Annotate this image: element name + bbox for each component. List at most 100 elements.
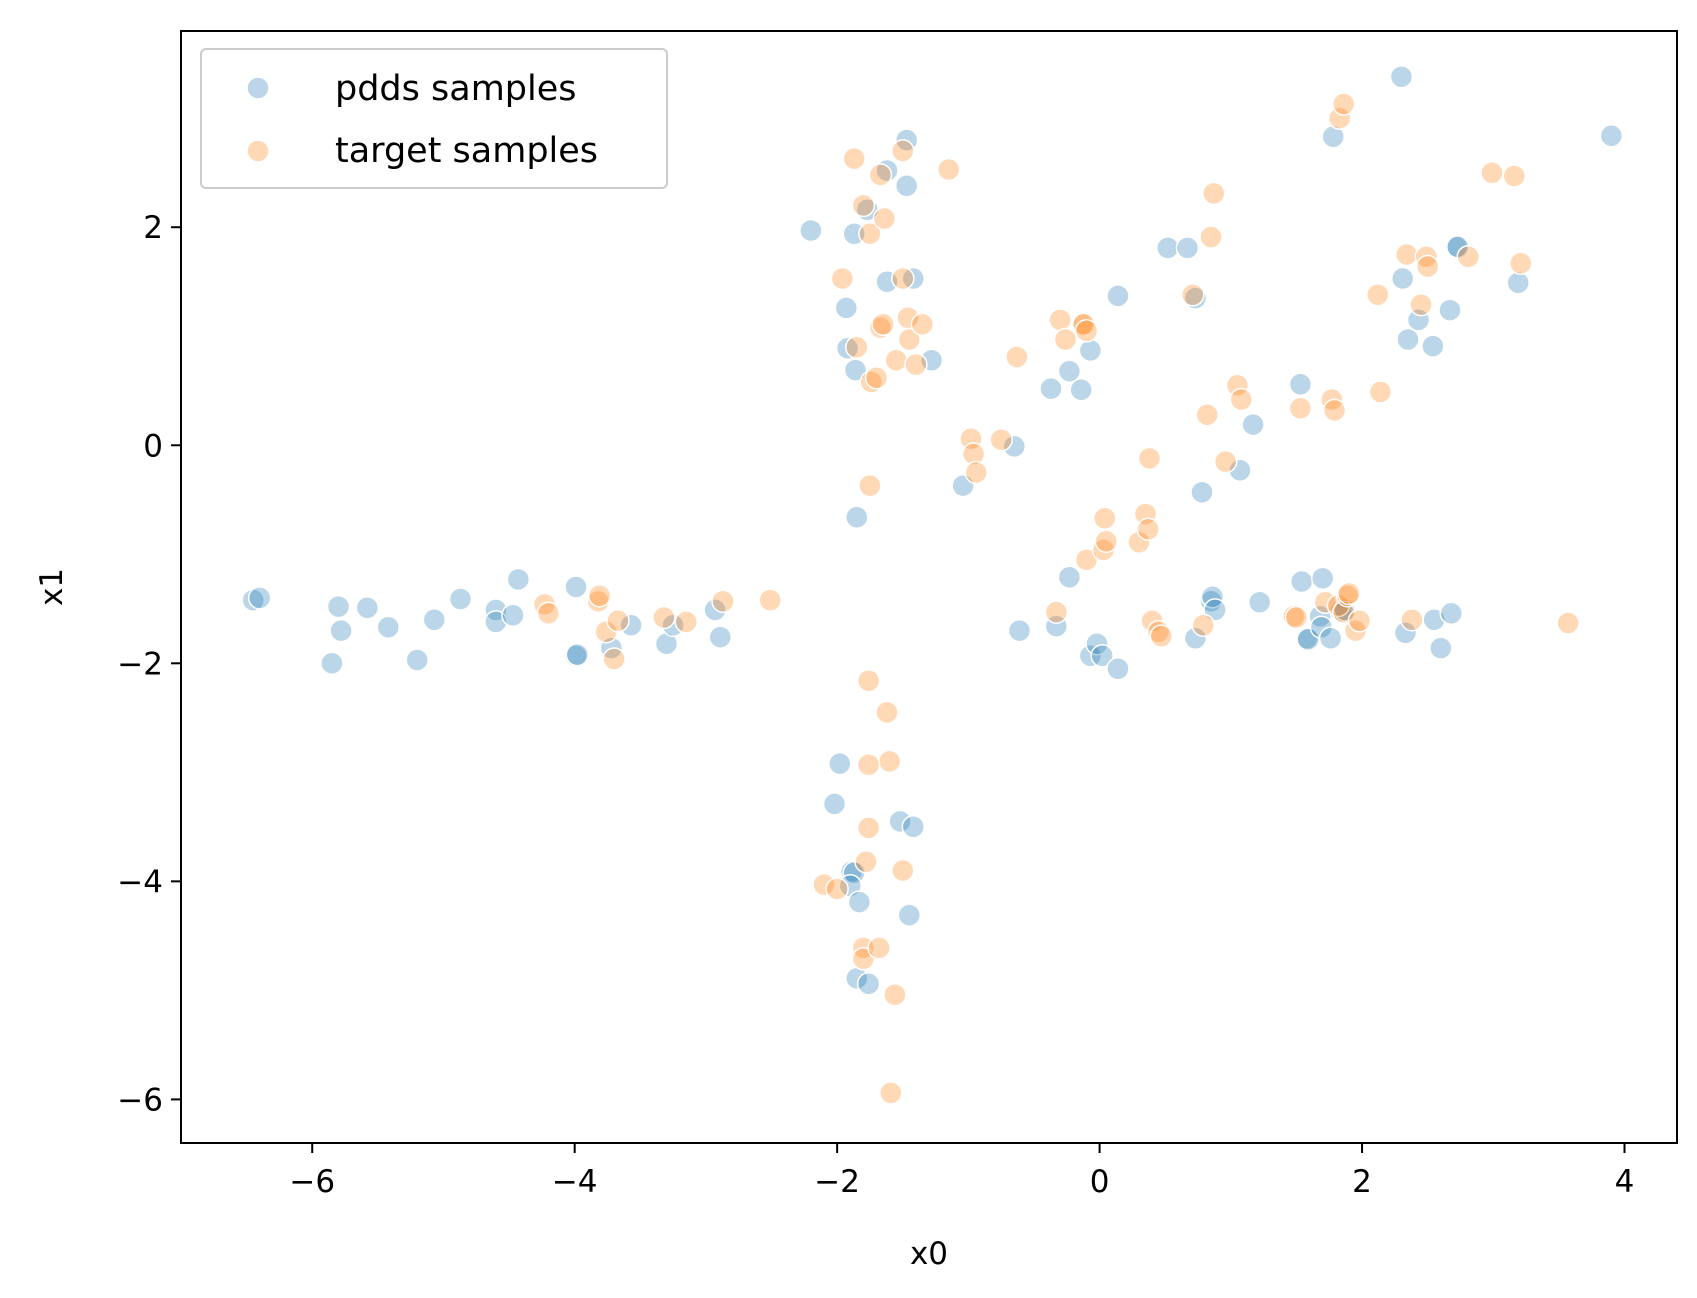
x-tick-label: −6 [289, 1164, 335, 1200]
data-point [1106, 284, 1130, 308]
plot-area [181, 31, 1677, 1143]
data-point [847, 890, 872, 914]
data-point [1156, 236, 1180, 260]
data-point [1284, 605, 1309, 630]
data-point [897, 327, 922, 352]
data-point [1506, 271, 1530, 295]
series-1 [532, 92, 1580, 1105]
data-point [506, 567, 531, 592]
data-point [1389, 65, 1414, 89]
data-point [901, 815, 926, 839]
data-point [674, 610, 698, 634]
data-point [355, 595, 380, 620]
data-point [1002, 434, 1027, 459]
data-point [1074, 319, 1099, 343]
data-point [1057, 359, 1082, 383]
data-point [989, 428, 1013, 452]
data-point [606, 609, 630, 633]
data-point [1289, 569, 1314, 594]
data-point [564, 643, 588, 668]
data-point [843, 358, 868, 382]
data-point [1456, 244, 1481, 269]
series-0 [241, 65, 1624, 996]
data-point [1133, 502, 1158, 526]
data-point [812, 872, 836, 897]
data-point [565, 642, 590, 667]
data-point [867, 936, 891, 960]
data-point [587, 583, 612, 608]
y-ticks: −6 −4 −2 0 2 [117, 210, 181, 1118]
data-point [910, 312, 935, 337]
data-point [891, 266, 915, 291]
data-point [1331, 92, 1356, 116]
data-point [1241, 412, 1265, 437]
data-point [1429, 636, 1453, 660]
y-tick-label: −6 [117, 1082, 163, 1118]
data-point [1106, 657, 1130, 681]
data-point [1183, 286, 1208, 310]
x-tick-label: −2 [814, 1164, 860, 1200]
data-point [877, 749, 902, 774]
data-point [1310, 566, 1335, 591]
x-axis-label: x0 [910, 1236, 948, 1272]
x-tick-label: 2 [1352, 1164, 1372, 1200]
data-point [1415, 254, 1440, 279]
x-tick-label: 4 [1615, 1164, 1635, 1200]
data-point [1327, 106, 1352, 130]
data-point [858, 222, 882, 246]
data-point [329, 618, 353, 643]
data-point [758, 588, 782, 612]
data-point [326, 594, 351, 619]
data-point [536, 601, 561, 625]
data-point [858, 473, 882, 498]
data-point [1502, 164, 1527, 188]
data-point [868, 315, 893, 340]
data-point [1394, 242, 1419, 267]
data-point [879, 1081, 903, 1105]
data-point [1039, 376, 1063, 401]
legend-marker-target [246, 139, 270, 163]
data-point [1094, 529, 1118, 553]
data-point [856, 669, 881, 693]
data-point [1048, 308, 1072, 332]
data-point [1556, 611, 1580, 635]
data-point [1213, 449, 1238, 474]
data-point [894, 174, 919, 198]
data-point [825, 877, 849, 901]
data-point [856, 816, 881, 840]
data-point [964, 460, 988, 485]
data-point [1085, 631, 1109, 656]
data-point [1225, 373, 1250, 398]
data-point [856, 752, 881, 777]
data-point [1136, 517, 1160, 541]
data-point [1078, 643, 1103, 668]
data-point [1127, 530, 1151, 555]
data-point [864, 365, 889, 390]
data-point [1044, 614, 1069, 638]
data-point [1247, 590, 1272, 615]
legend-label-target: target samples [335, 131, 598, 171]
data-point [799, 218, 823, 243]
data-point [708, 625, 733, 649]
data-point [845, 505, 869, 529]
data-point [856, 972, 881, 996]
data-point [1044, 600, 1069, 624]
data-point [1149, 624, 1174, 648]
points-layer [241, 65, 1624, 1105]
data-point [1191, 613, 1216, 637]
data-point [320, 651, 344, 676]
data-point [959, 426, 983, 451]
data-point [1181, 283, 1205, 307]
data-point [1347, 609, 1372, 633]
data-point [1005, 345, 1029, 369]
data-point [1318, 626, 1343, 650]
data-point [1321, 124, 1345, 149]
data-point [1190, 480, 1214, 504]
data-point [1057, 565, 1082, 589]
data-point [1069, 377, 1093, 402]
data-point [1229, 387, 1254, 412]
legend-box [200, 48, 668, 189]
data-point [1393, 621, 1418, 645]
data-point [883, 982, 907, 1007]
